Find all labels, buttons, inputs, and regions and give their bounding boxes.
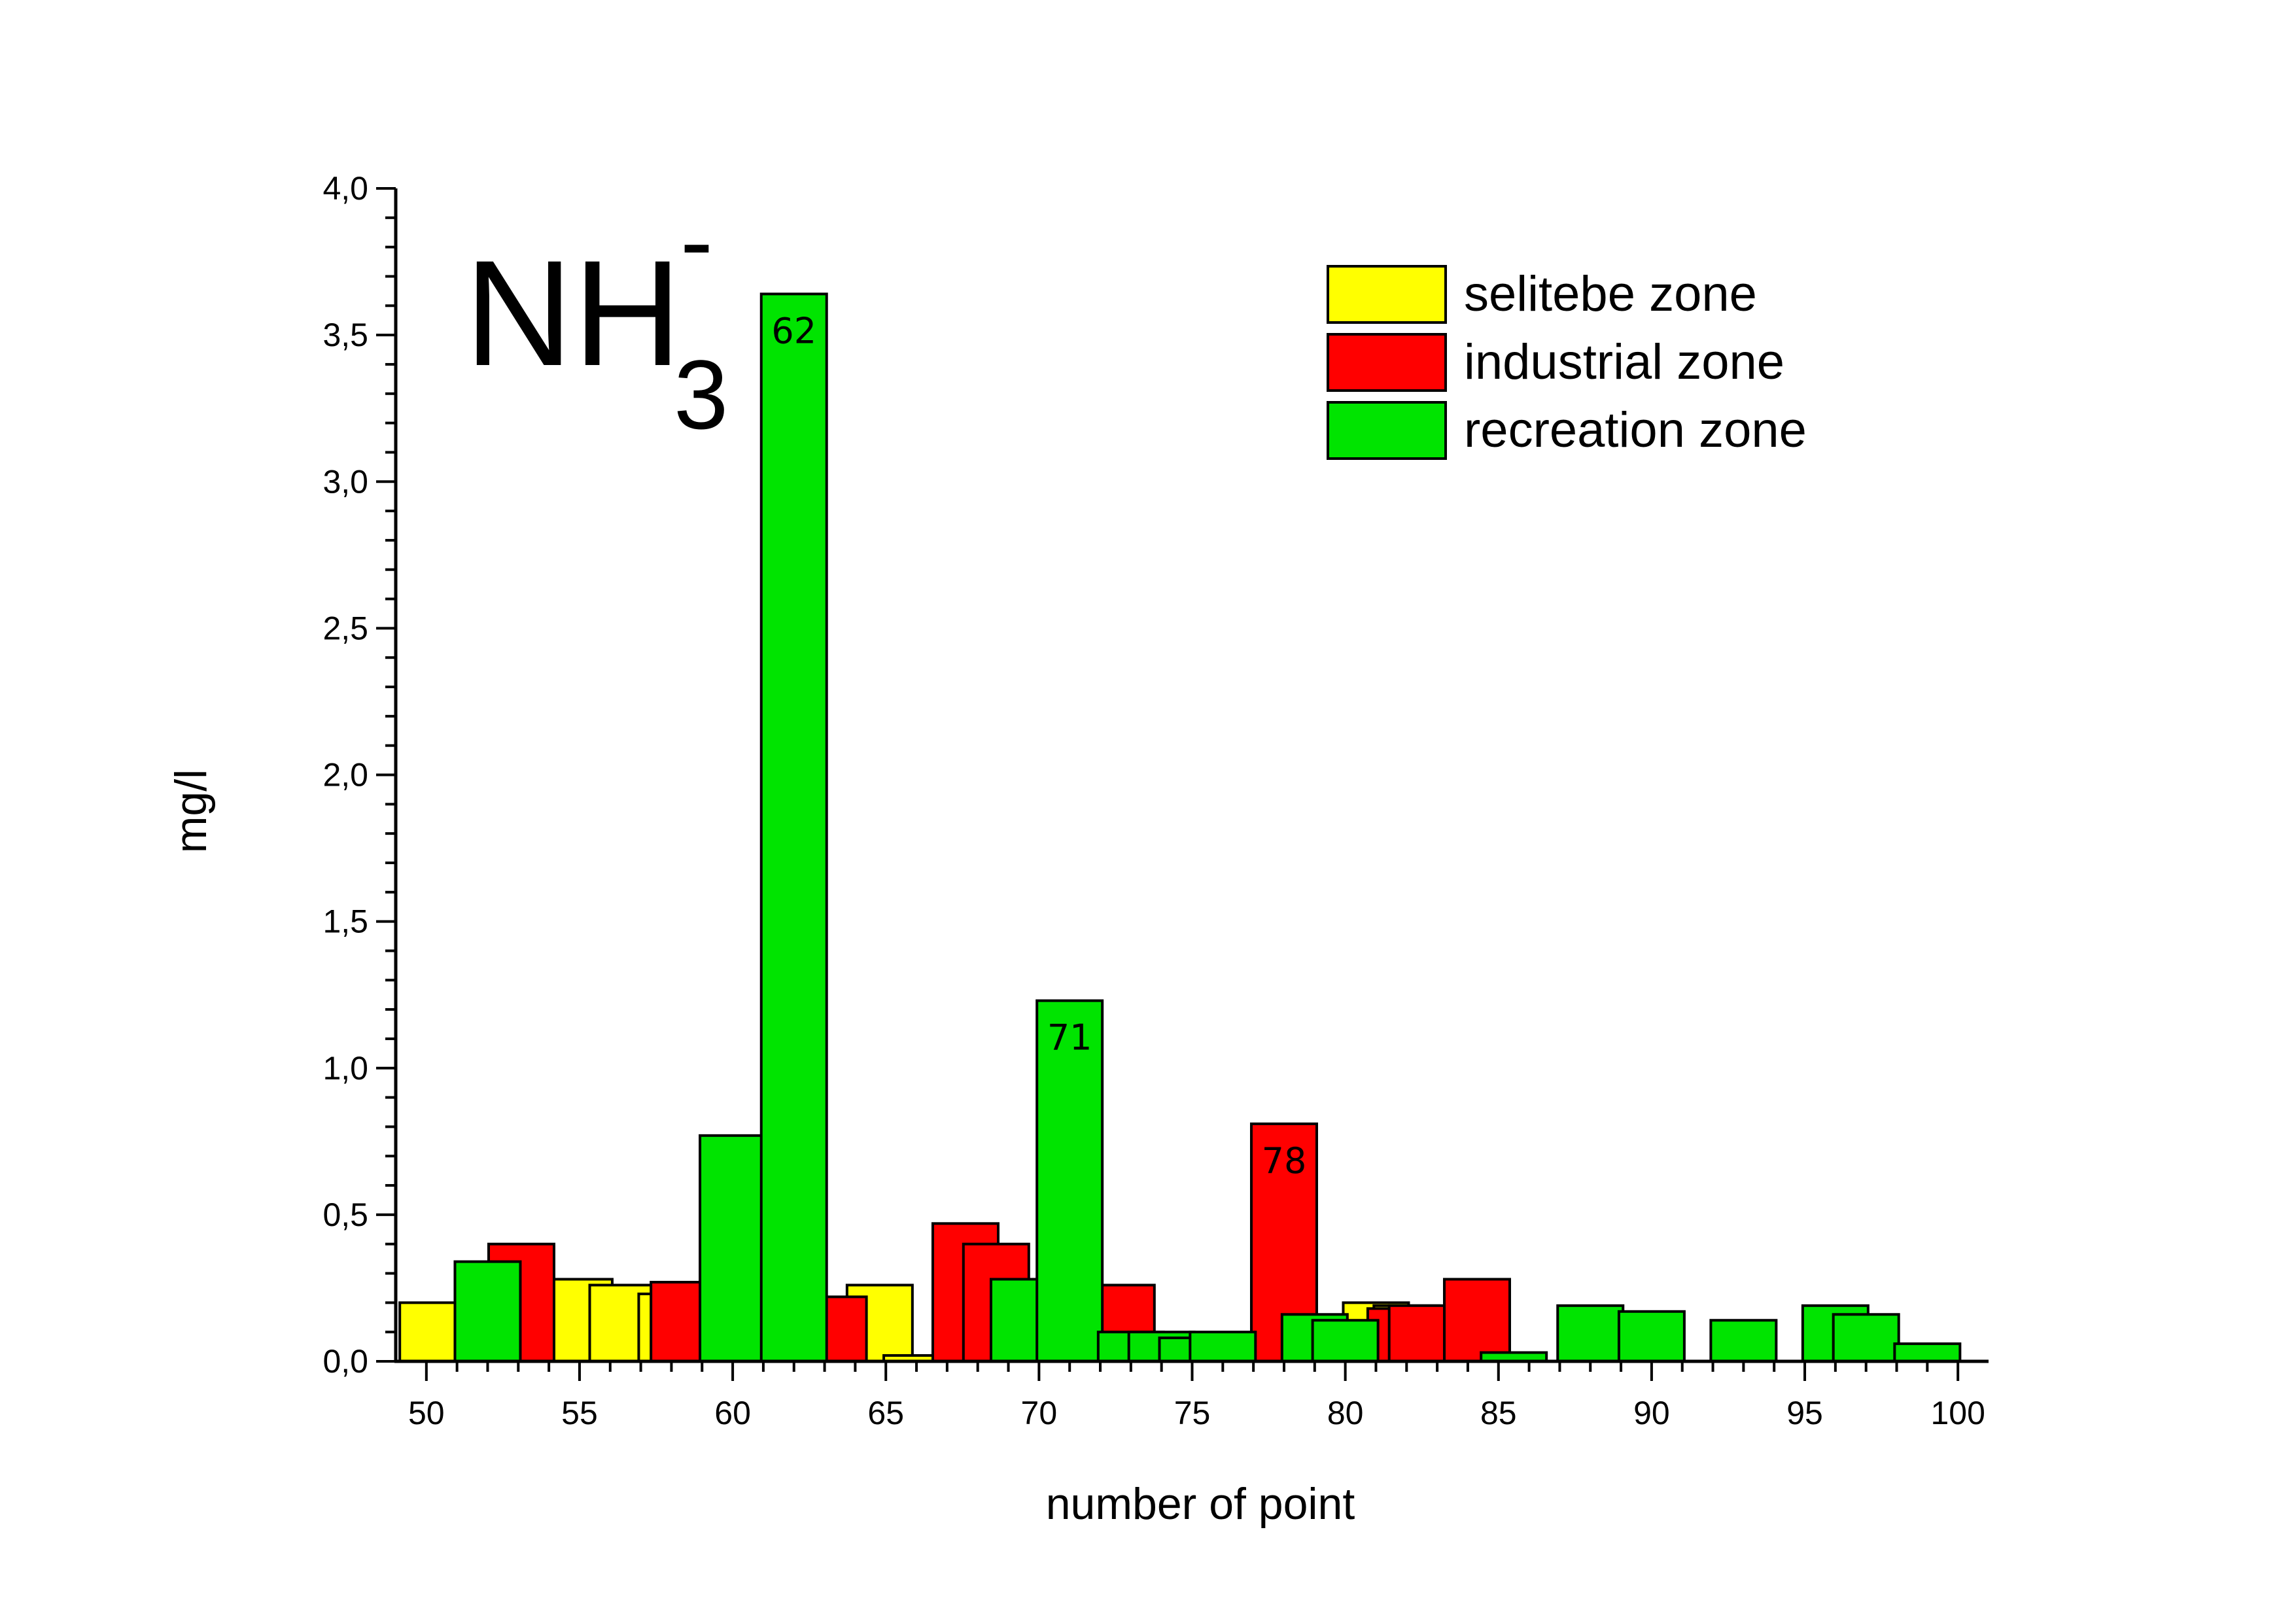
- legend-label-selitebe: selitebe zone: [1464, 266, 1757, 322]
- bar-recreation-4: [1035, 999, 1104, 1363]
- legend-swatch-recreation: [1327, 401, 1447, 460]
- y-tick-label: 3,0: [322, 463, 368, 500]
- y-tick-label: 3,5: [322, 317, 368, 353]
- bar-labels-layer: 78 62 71: [771, 310, 1306, 1181]
- legend-swatch-industrial: [1327, 333, 1447, 392]
- bar-recreation-12: [1556, 1304, 1625, 1363]
- bar-recreation-14: [1709, 1319, 1778, 1363]
- y-tick-label: 0,0: [322, 1343, 368, 1380]
- bar-recreation-17: [1893, 1342, 1962, 1363]
- x-tick-label: 75: [1174, 1395, 1211, 1431]
- bar-industrial-9: [1442, 1278, 1511, 1363]
- legend: selitebe zone industrial zone recreation z…: [1327, 265, 1807, 460]
- y-tick-label: 0,5: [322, 1196, 368, 1233]
- y-tick-label: 1,5: [322, 903, 368, 940]
- bar-label-71: 71: [1047, 1017, 1092, 1058]
- chart-title-superscript: -: [680, 186, 713, 296]
- chart-title: NH 3 -: [464, 186, 728, 449]
- x-tick-label: 65: [867, 1395, 904, 1431]
- legend-label-recreation: recreation zone: [1464, 402, 1807, 458]
- bar-recreation-13: [1617, 1310, 1686, 1363]
- legend-label-industrial: industrial zone: [1464, 334, 1784, 390]
- y-tick-label: 2,5: [322, 610, 368, 646]
- y-tick-label: 1,0: [322, 1050, 368, 1087]
- x-tick-label: 70: [1021, 1395, 1058, 1431]
- bar-recreation-2: [759, 292, 828, 1363]
- bar-label-62: 62: [771, 310, 816, 351]
- bar-recreation-1: [699, 1134, 767, 1363]
- bar-recreation-10: [1311, 1319, 1380, 1363]
- legend-swatch-selitebe: [1327, 265, 1447, 324]
- x-axis-title: number of point: [1046, 1479, 1355, 1529]
- ticks-layer: 0,0 0,5 1,0 1,5 2,0 2,5 3,0 3,5 4,0 50 55 60 65 70 75 8…: [322, 170, 1985, 1431]
- x-tick-label: 80: [1327, 1395, 1364, 1431]
- x-tick-label: 60: [714, 1395, 751, 1431]
- bar-recreation-8: [1189, 1331, 1257, 1363]
- chart-title-subscript: 3: [674, 340, 728, 449]
- bar-recreation-0: [453, 1260, 522, 1363]
- x-tick-label: 90: [1633, 1395, 1670, 1431]
- bar-recreation-16: [1832, 1313, 1900, 1363]
- bars-layer: [398, 292, 1962, 1363]
- bar-label-78: 78: [1262, 1140, 1307, 1181]
- x-tick-label: 95: [1786, 1395, 1823, 1431]
- x-tick-label: 85: [1480, 1395, 1517, 1431]
- y-tick-label: 4,0: [322, 170, 368, 207]
- y-tick-label: 2,0: [322, 757, 368, 794]
- y-axis-title: mg/l: [166, 769, 216, 853]
- x-tick-label: 100: [1930, 1395, 1985, 1431]
- x-tick-label: 55: [561, 1395, 598, 1431]
- chart-title-main: NH: [464, 229, 682, 397]
- x-tick-label: 50: [408, 1395, 445, 1431]
